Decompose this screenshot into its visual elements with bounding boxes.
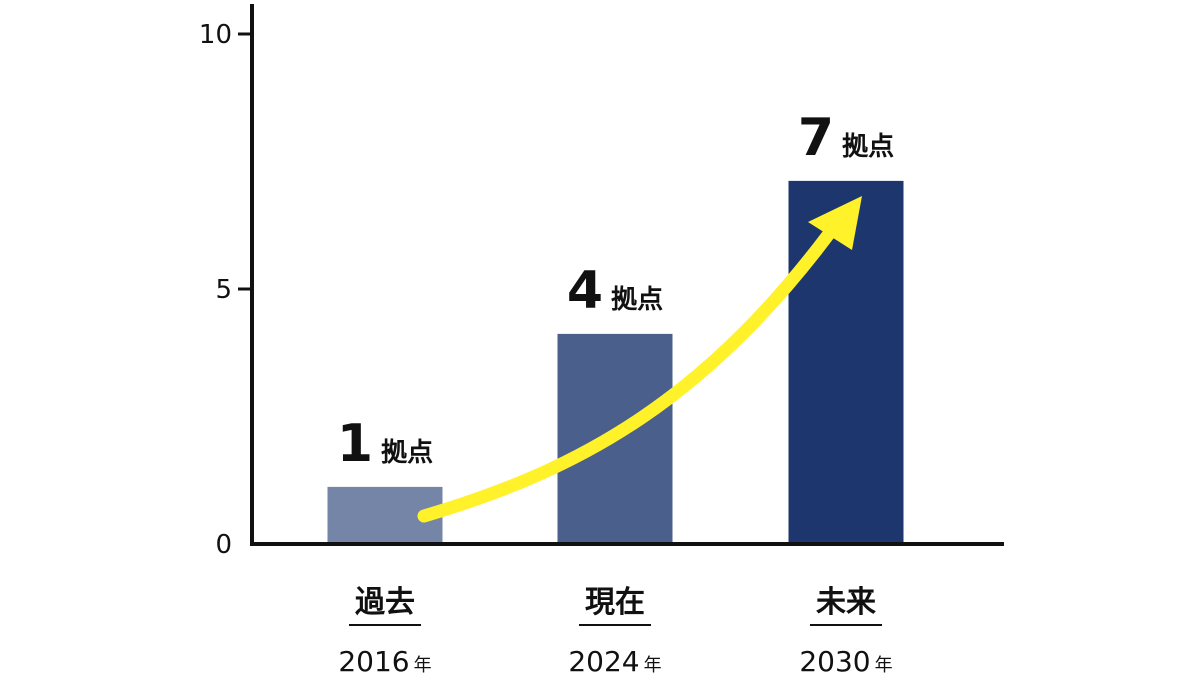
value-label-1: 1 拠点 <box>337 414 433 474</box>
year-number: 2030 <box>799 645 870 678</box>
value-unit: 拠点 <box>381 437 433 468</box>
year-unit: 年 <box>644 655 662 676</box>
category-label-2: 現在 <box>585 585 645 620</box>
year-label-1: 2016 年 <box>338 645 431 678</box>
value-number: 4 <box>567 261 603 321</box>
growth-arrow-shaft <box>417 205 852 523</box>
category-label-1: 過去 <box>355 585 415 620</box>
year-number: 2016 <box>338 645 409 678</box>
axes-layer: 0 5 10 <box>199 4 1004 560</box>
value-number: 7 <box>798 108 834 168</box>
value-unit: 拠点 <box>842 131 894 162</box>
year-number: 2024 <box>568 645 639 678</box>
value-unit: 拠点 <box>611 284 663 315</box>
y-tick-label-0: 0 <box>215 530 232 560</box>
year-unit: 年 <box>414 655 432 676</box>
year-label-3: 2030 年 <box>799 645 892 678</box>
growth-arrow-head <box>808 196 862 250</box>
y-tick-label-5: 5 <box>215 275 232 305</box>
bars-layer <box>327 180 904 544</box>
year-unit: 年 <box>875 655 893 676</box>
value-label-3: 7 拠点 <box>798 108 894 168</box>
value-label-2: 4 拠点 <box>567 261 663 321</box>
value-number: 1 <box>337 414 373 474</box>
y-tick-label-10: 10 <box>199 20 232 50</box>
growth-arrow <box>417 196 862 523</box>
category-label-3: 未来 <box>816 585 876 620</box>
year-label-2: 2024 年 <box>568 645 661 678</box>
